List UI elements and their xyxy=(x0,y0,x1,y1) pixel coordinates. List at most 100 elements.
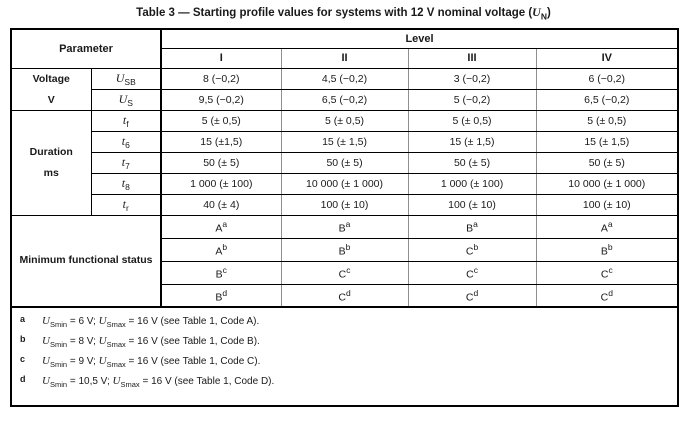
symbol-base: U xyxy=(115,70,125,85)
u-symbol: U xyxy=(42,315,50,328)
footnote-mid: = 8 V; xyxy=(67,336,99,348)
col-header-level-1: I xyxy=(160,47,282,69)
value-cell: 9,5 (−0,2) xyxy=(160,88,282,111)
voltage-group-inner: Voltage V xyxy=(14,73,89,106)
footnote-rest: = 16 V (see Table 1, Code B). xyxy=(125,336,260,348)
mfs-cell: Bd xyxy=(160,283,282,308)
value-cell: 5 (−0,2) xyxy=(407,88,537,111)
mfs-cell: Ba xyxy=(407,214,537,239)
mfs-status: B xyxy=(215,291,223,304)
u-symbol: U xyxy=(98,315,107,328)
u-subscript: Smin xyxy=(49,340,68,350)
mfs-footnote-ref: d xyxy=(608,287,613,298)
param-symbol-t7: t7 xyxy=(90,151,163,174)
footnote-marker: c xyxy=(20,354,26,365)
mfs-cell: Cb xyxy=(407,237,537,262)
param-group-mfs: Minimum functional status xyxy=(11,214,163,308)
mfs-footnote-ref: c xyxy=(473,265,478,276)
mfs-status: B xyxy=(600,245,608,258)
param-symbol-t8: t8 xyxy=(90,172,163,195)
duration-label: Duration xyxy=(29,146,73,159)
symbol-base: U xyxy=(118,91,128,106)
symbol-sub: 7 xyxy=(125,160,130,171)
symbol-base: t xyxy=(122,112,127,127)
footnote-rest: = 16 V (see Table 1, Code A). xyxy=(125,316,260,328)
value-cell: 50 (± 5) xyxy=(535,151,679,174)
footnote-c: c USmin = 9 V; USmax = 16 V (see Table 1,… xyxy=(20,354,669,370)
param-symbol-tf: tf xyxy=(90,109,163,132)
value-cell: 10 000 (± 1 000) xyxy=(280,172,409,195)
mfs-footnote-ref: b xyxy=(222,242,228,253)
table-title-close: ) xyxy=(546,7,551,19)
param-symbol-usb: USB xyxy=(90,67,163,90)
param-symbol-us: US xyxy=(90,88,163,111)
u-subscript: Smax xyxy=(120,380,140,390)
footnote-text: USmin = 8 V; USmax = 16 V (see Table 1, … xyxy=(42,335,260,350)
duration-group-inner: Duration ms xyxy=(14,146,89,179)
u-subscript: Smin xyxy=(49,360,68,370)
col-header-level: Level xyxy=(160,28,679,49)
mfs-footnote-ref: d xyxy=(345,287,351,298)
param-symbol-t6: t6 xyxy=(90,130,163,153)
u-symbol: U xyxy=(98,335,107,348)
mfs-cell: Aa xyxy=(160,214,282,239)
mfs-cell: Ba xyxy=(280,214,409,239)
col-header-level-4: IV xyxy=(535,47,679,69)
symbol-base: t xyxy=(121,175,126,190)
u-subscript: Smin xyxy=(49,320,68,330)
u-subscript: Smax xyxy=(106,320,126,330)
mfs-footnote-ref: c xyxy=(608,265,613,276)
value-cell: 5 (± 0,5) xyxy=(160,109,282,132)
u-symbol: U xyxy=(98,355,107,368)
mfs-footnote-ref: b xyxy=(607,242,613,253)
col-header-level-2: II xyxy=(280,47,409,69)
mfs-footnote-ref: d xyxy=(222,287,228,298)
u-symbol: U xyxy=(532,5,541,19)
voltage-label: Voltage xyxy=(32,72,70,85)
mfs-footnote-ref: a xyxy=(222,219,228,230)
footnote-rest: = 16 V (see Table 1, Code C). xyxy=(125,356,261,368)
value-cell: 6,5 (−0,2) xyxy=(280,88,409,111)
mfs-cell: Cc xyxy=(535,260,679,285)
symbol-base: t xyxy=(121,154,126,169)
value-cell: 15 (± 1,5) xyxy=(535,130,679,153)
value-cell: 100 (± 10) xyxy=(280,193,409,216)
starting-profile-table: Parameter Level I II III IV Voltage V US… xyxy=(10,28,680,408)
value-cell: 3 (−0,2) xyxy=(407,67,537,90)
mfs-footnote-ref: a xyxy=(345,219,351,230)
mfs-cell: Cd xyxy=(535,283,679,308)
value-cell: 15 (±1,5) xyxy=(160,130,282,153)
value-cell: 5 (± 0,5) xyxy=(407,109,537,132)
col-header-parameter: Parameter xyxy=(11,28,163,69)
mfs-status: A xyxy=(600,222,608,235)
value-cell: 15 (± 1,5) xyxy=(407,130,537,153)
footnote-marker: d xyxy=(20,374,26,385)
mfs-cell: Cc xyxy=(407,260,537,285)
mfs-status: C xyxy=(465,291,474,304)
footnote-a: a USmin = 6 V; USmax = 16 V (see Table 1,… xyxy=(20,314,669,330)
u-symbol: U xyxy=(42,355,50,368)
value-cell: 4,5 (−0,2) xyxy=(280,67,409,90)
mfs-status: C xyxy=(600,291,609,304)
value-cell: 1 000 (± 100) xyxy=(160,172,282,195)
u-symbol: U xyxy=(42,335,50,348)
footnote-rest: = 16 V (see Table 1, Code D). xyxy=(139,376,275,388)
mfs-footnote-ref: b xyxy=(345,242,351,253)
footnote-marker: b xyxy=(20,334,26,345)
value-cell: 40 (± 4) xyxy=(160,193,282,216)
mfs-status: C xyxy=(465,245,474,258)
voltage-unit: V xyxy=(47,93,55,106)
footnote-b: b USmin = 8 V; USmax = 16 V (see Table 1,… xyxy=(20,334,669,350)
mfs-cell: Aa xyxy=(535,214,679,239)
footnote-marker: a xyxy=(20,314,26,325)
mfs-footnote-ref: d xyxy=(473,287,479,298)
mfs-footnote-ref: c xyxy=(222,265,227,276)
mfs-cell: Bb xyxy=(535,237,679,262)
mfs-footnote-ref: b xyxy=(473,242,479,253)
duration-unit: ms xyxy=(43,167,59,180)
value-cell: 1 000 (± 100) xyxy=(407,172,537,195)
symbol-sub: SB xyxy=(124,76,136,87)
mfs-status: B xyxy=(338,245,346,258)
mfs-status: B xyxy=(466,222,474,235)
